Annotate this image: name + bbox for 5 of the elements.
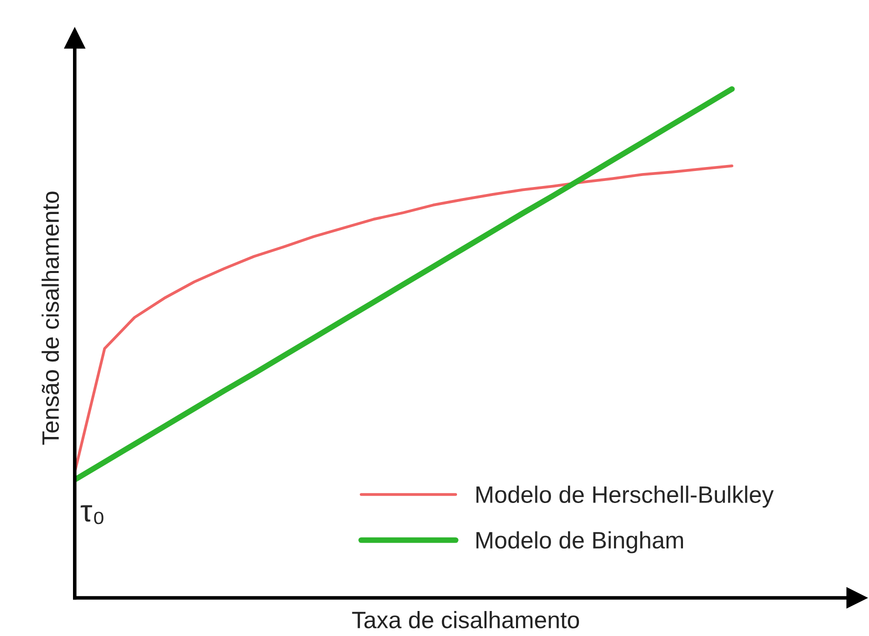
legend-label: Modelo de Bingham <box>476 531 683 554</box>
x-axis-title: Taxa de cisalhamento <box>352 611 579 628</box>
legend-label: Modelo de Herschell-Bulkley <box>476 486 774 508</box>
annotation: τ₀ <box>80 505 104 524</box>
y-axis-title: Tensão de cisalhamento <box>42 192 59 445</box>
